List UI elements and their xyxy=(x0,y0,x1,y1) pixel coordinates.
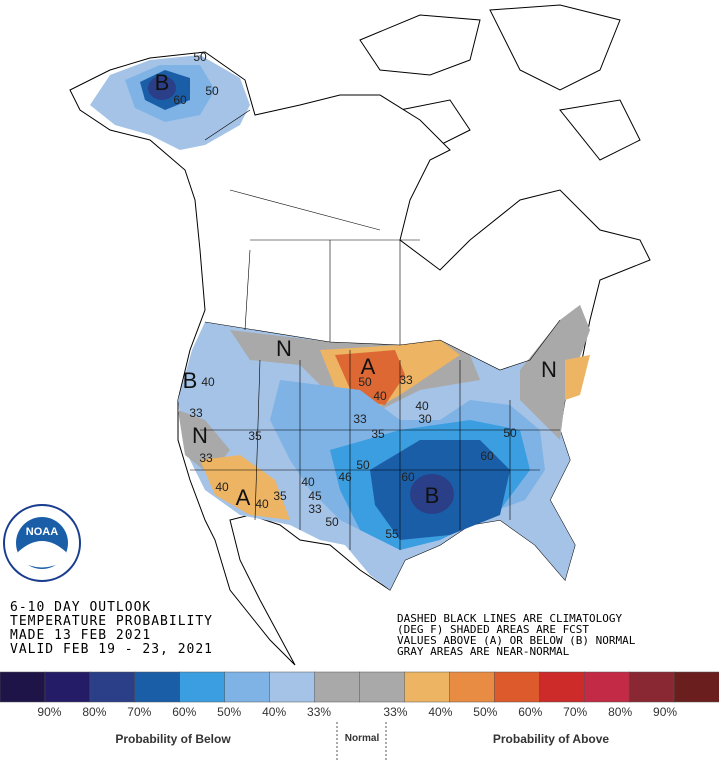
legend-label: 70% xyxy=(563,705,587,719)
noaa-logo: NOAA xyxy=(3,504,81,582)
legend-swatch xyxy=(583,671,630,703)
region-letter: N xyxy=(541,357,557,382)
legend-swatch xyxy=(224,671,271,703)
contour-label: 60 xyxy=(173,93,187,107)
legend-swatch xyxy=(314,671,361,703)
conus-shade xyxy=(178,305,590,590)
legend-label: 80% xyxy=(82,705,106,719)
contour-label: 33 xyxy=(189,406,203,420)
legend-swatch xyxy=(89,671,136,703)
alaska-shade xyxy=(148,76,176,100)
contour-label: 45 xyxy=(308,489,322,503)
contour-label: 35 xyxy=(273,489,287,503)
contour-label: 50 xyxy=(356,458,370,472)
legend-label: 40% xyxy=(262,705,286,719)
region-letter: B xyxy=(155,70,170,95)
legend-swatch xyxy=(359,671,406,703)
contour-label: 46 xyxy=(338,470,352,484)
legend-swatch xyxy=(44,671,91,703)
region-letter: A xyxy=(361,354,376,379)
outlook-line: MADE 13 FEB 2021 xyxy=(10,628,151,643)
contour-label: 50 xyxy=(325,515,339,529)
contour-label: 55 xyxy=(385,527,399,541)
contour-label: 60 xyxy=(401,470,415,484)
contour-label: 33 xyxy=(199,451,213,465)
contour-label: 50 xyxy=(205,84,219,98)
region-letter: A xyxy=(236,485,251,510)
legend-swatch xyxy=(494,671,540,703)
contour-label: 50 xyxy=(358,375,372,389)
note-line: GRAY AREAS ARE NEAR-NORMAL xyxy=(397,645,570,658)
contour-label: 40 xyxy=(415,399,429,413)
legend-swatch xyxy=(628,671,675,703)
contour-label: 40 xyxy=(373,389,387,403)
legend-swatch xyxy=(134,671,181,703)
region-letter: N xyxy=(192,423,208,448)
legend-swatch xyxy=(269,671,316,703)
note-line: VALUES ABOVE (A) OR BELOW (B) NORMAL xyxy=(397,634,636,647)
contour-label: 50 xyxy=(193,50,207,64)
outlook-line: TEMPERATURE PROBABILITY xyxy=(10,614,213,629)
legend-swatch xyxy=(179,671,226,703)
legend-swatch xyxy=(449,671,496,703)
contour-label: 40 xyxy=(201,375,215,389)
region-letter: B xyxy=(183,368,198,393)
contour-label: 33 xyxy=(353,412,367,426)
legend-caption: Probability of Above xyxy=(493,732,610,746)
legend-label: 40% xyxy=(428,705,452,719)
legend-label: 60% xyxy=(172,705,196,719)
region-letter: B xyxy=(425,483,440,508)
contour-label: 40 xyxy=(301,475,315,489)
legend-label: 90% xyxy=(653,705,677,719)
legend-swatch xyxy=(673,671,719,703)
logo-text: NOAA xyxy=(26,526,58,538)
legend-label: 90% xyxy=(37,705,61,719)
contour-label: 40 xyxy=(255,497,269,511)
legend-label: 33% xyxy=(383,705,407,719)
legend-label: 70% xyxy=(127,705,151,719)
contour-label: 30 xyxy=(418,412,432,426)
outlook-line: 6-10 DAY OUTLOOK xyxy=(10,600,151,615)
legend-label: 50% xyxy=(473,705,497,719)
note-line: DASHED BLACK LINES ARE CLIMATOLOGY xyxy=(397,612,623,625)
borders xyxy=(190,109,561,550)
contour-label: 35 xyxy=(248,429,262,443)
legend-label: 80% xyxy=(608,705,632,719)
region-letter: N xyxy=(276,336,292,361)
contour-label: 60 xyxy=(480,449,494,463)
legend-swatch xyxy=(539,671,585,703)
legend-caption: Probability of Below xyxy=(115,732,231,746)
legend-caption: Normal xyxy=(345,733,380,744)
outlook-line: VALID FEB 19 - 23, 2021 xyxy=(10,642,213,657)
legend-label: 33% xyxy=(307,705,331,719)
contour-label: 33 xyxy=(399,373,413,387)
contour-label: 35 xyxy=(371,427,385,441)
legend-label: 60% xyxy=(518,705,542,719)
legend-swatch xyxy=(0,671,46,703)
contour-label: 50 xyxy=(503,426,517,440)
note-line: (DEG F) SHADED AREAS ARE FCST xyxy=(397,623,589,636)
legend-label: 50% xyxy=(217,705,241,719)
legend-swatch xyxy=(404,671,451,703)
contour-label: 40 xyxy=(215,480,229,494)
contour-label: 33 xyxy=(308,502,322,516)
